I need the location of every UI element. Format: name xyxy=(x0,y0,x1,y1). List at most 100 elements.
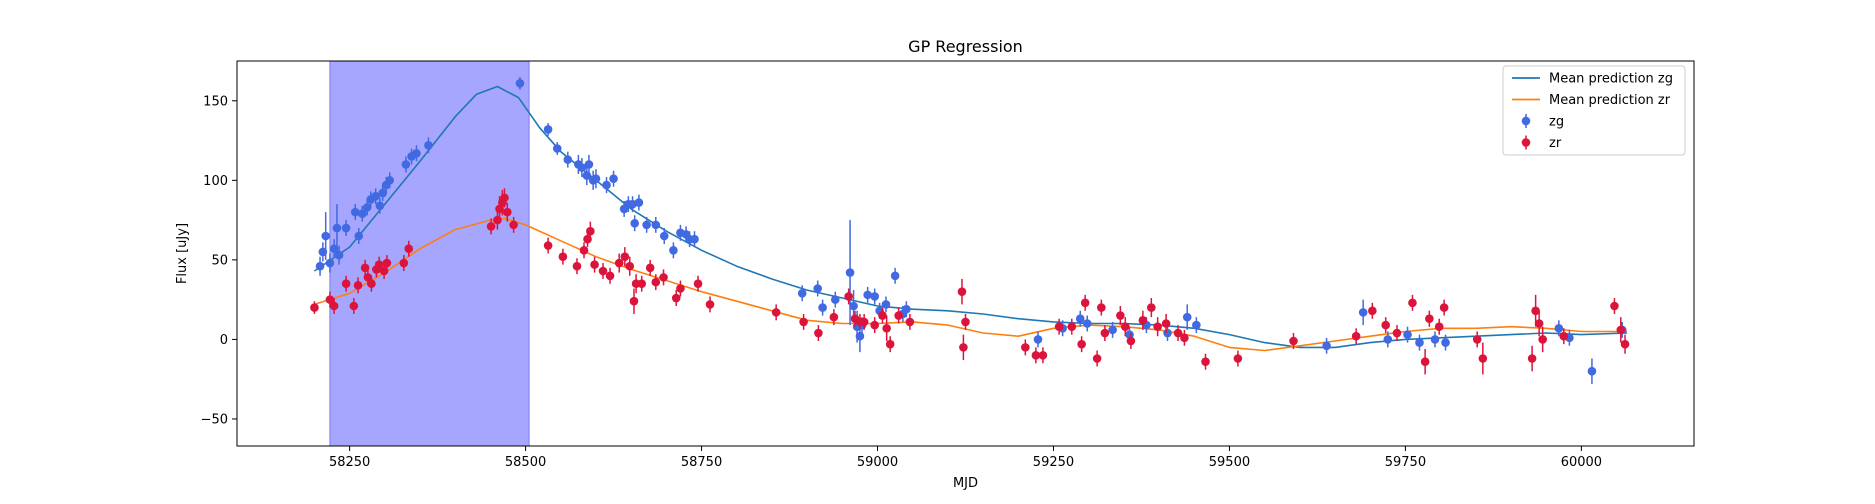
legend-label: Mean prediction zr xyxy=(1549,93,1671,108)
data-point-zr xyxy=(1097,303,1106,312)
data-point-zg xyxy=(341,223,351,233)
data-point-zr xyxy=(1610,301,1619,311)
data-point-zr xyxy=(572,261,582,271)
data-point-zr xyxy=(959,343,968,352)
data-point-zr xyxy=(1080,298,1090,308)
data-point-zr xyxy=(1478,354,1488,363)
x-axis-label: MJD xyxy=(953,476,978,491)
data-point-zr xyxy=(1138,316,1148,325)
data-point-zr xyxy=(382,258,392,268)
data-point-zr xyxy=(404,244,414,254)
data-point-zr xyxy=(1538,335,1547,344)
data-point-zg xyxy=(1108,325,1117,335)
data-point-zr xyxy=(1120,322,1130,331)
data-point-zg xyxy=(797,288,807,298)
data-point-zr xyxy=(1439,303,1449,312)
data-point-zr xyxy=(1392,328,1402,338)
data-point-zr xyxy=(543,241,553,250)
data-point-zr xyxy=(693,279,703,289)
data-point-zr xyxy=(353,281,363,290)
data-point-zr xyxy=(1100,328,1110,338)
data-point-zg xyxy=(350,207,360,217)
axes-frame xyxy=(236,60,1695,447)
data-point-zr xyxy=(486,222,496,231)
data-point-zg xyxy=(813,284,822,293)
data-point-zr xyxy=(961,317,970,327)
data-point-zr xyxy=(957,287,967,296)
legend-label: zg xyxy=(1549,115,1564,130)
data-point-zg xyxy=(1082,319,1092,328)
data-point-zg xyxy=(543,125,553,134)
data-point-zr xyxy=(1620,339,1630,349)
x-tick-label: 59500 xyxy=(1209,455,1250,470)
data-point-zr xyxy=(829,312,839,322)
data-point-zr xyxy=(1351,331,1361,341)
data-point-zr xyxy=(1180,333,1189,343)
data-point-zg xyxy=(881,300,891,309)
data-point-zg xyxy=(563,155,573,164)
data-point-zg xyxy=(1415,338,1424,347)
y-tick-label: −50 xyxy=(201,412,228,427)
legend-label: Mean prediction zg xyxy=(1549,72,1673,87)
data-point-zr xyxy=(705,300,715,309)
data-point-zr xyxy=(1616,325,1626,335)
data-point-zr xyxy=(399,258,409,268)
data-point-zg xyxy=(669,246,678,255)
data-point-zg xyxy=(1033,335,1043,344)
data-point-zr xyxy=(1173,328,1183,338)
data-point-zr xyxy=(676,284,685,293)
data-point-zg xyxy=(863,290,872,300)
data-point-zr xyxy=(885,339,895,349)
data-point-zg xyxy=(357,209,367,219)
y-tick-label: 0 xyxy=(220,333,228,348)
data-point-zg xyxy=(385,176,395,185)
data-point-zg xyxy=(591,174,601,184)
data-point-zr xyxy=(1408,298,1417,308)
data-point-zg xyxy=(424,141,433,150)
data-point-zr xyxy=(1054,322,1064,331)
data-point-zg xyxy=(818,303,827,312)
data-point-zg xyxy=(334,250,344,260)
data-point-zg xyxy=(1163,328,1172,338)
legend-label: zr xyxy=(1549,136,1562,151)
data-point-zr xyxy=(645,263,655,273)
data-point-zr xyxy=(1092,354,1102,363)
data-point-zr xyxy=(814,328,823,338)
data-point-zg xyxy=(1322,341,1331,351)
data-point-zr xyxy=(1077,339,1086,349)
x-tick-label: 60000 xyxy=(1561,455,1602,470)
data-point-zg xyxy=(332,223,342,233)
data-point-zr xyxy=(1289,336,1298,346)
data-point-zr xyxy=(870,320,880,330)
data-point-zr xyxy=(882,323,891,333)
data-point-zg xyxy=(870,292,880,301)
data-point-zg xyxy=(1587,366,1597,376)
data-point-zg xyxy=(1383,335,1393,344)
data-point-zg xyxy=(902,304,911,314)
y-tick-label: 100 xyxy=(203,174,228,189)
data-point-zr xyxy=(1527,354,1537,363)
data-point-zg xyxy=(315,261,325,271)
data-point-zg xyxy=(1554,323,1564,333)
data-point-zg xyxy=(845,268,855,277)
data-point-zg xyxy=(401,160,411,169)
data-point-zr xyxy=(771,308,781,317)
data-point-zr xyxy=(586,226,595,236)
y-tick-label: 150 xyxy=(203,94,228,109)
data-point-zg xyxy=(552,144,562,153)
legend-marker-swatch xyxy=(1521,116,1531,126)
x-tick-label: 58500 xyxy=(505,455,546,470)
data-point-zr xyxy=(558,252,568,261)
data-point-zr xyxy=(625,261,635,271)
data-point-zr xyxy=(671,293,681,303)
data-point-zr xyxy=(579,246,589,255)
data-point-zg xyxy=(630,218,639,228)
data-point-zg xyxy=(375,201,385,211)
data-point-zr xyxy=(1233,354,1243,363)
data-point-zr xyxy=(629,296,639,306)
data-point-zr xyxy=(349,301,359,311)
data-point-zg xyxy=(651,220,661,230)
data-point-zg xyxy=(321,231,330,241)
data-point-zg xyxy=(1430,335,1440,344)
highlight-band xyxy=(329,60,530,447)
